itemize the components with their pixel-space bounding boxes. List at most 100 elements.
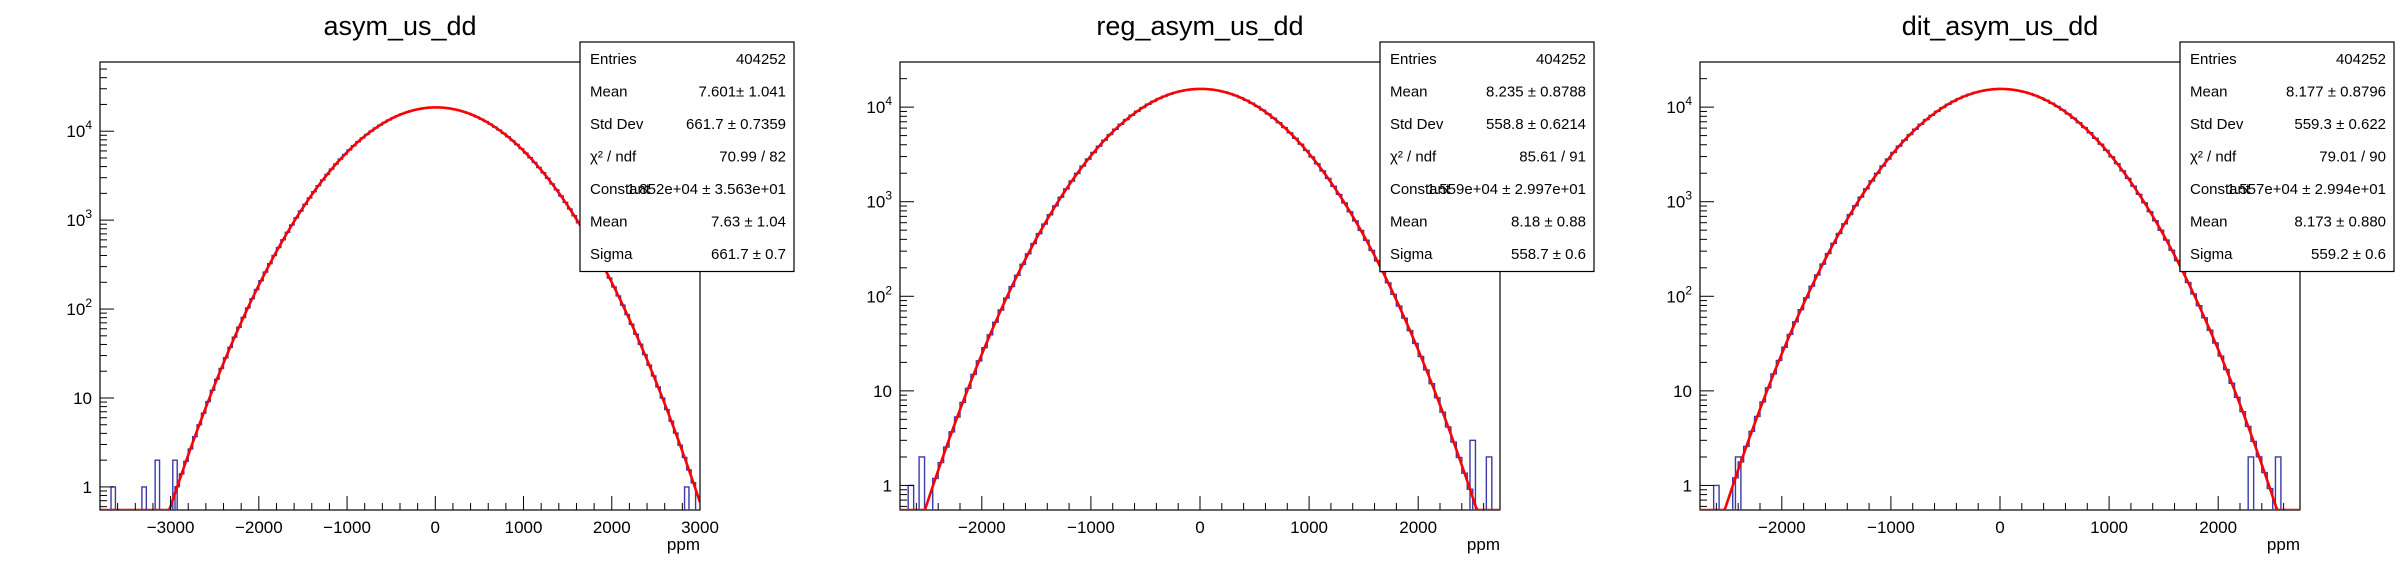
y-tick-base: 10 <box>1666 287 1685 306</box>
stats-label: Std Dev <box>2190 116 2244 133</box>
y-tick-exponent: 3 <box>85 207 92 221</box>
x-tick-label: 1000 <box>2090 518 2128 537</box>
chart-panel: dit_asym_us_dd−2000 −1000 0 1000 2000ppm1101… <box>1666 11 2395 554</box>
stats-label: Entries <box>590 51 637 68</box>
y-tick-base: 10 <box>866 193 885 212</box>
stats-box: Entries 404252 Mean 8.177 ± 0.8796 Std Dev 55… <box>2179 41 2395 273</box>
x-axis-label: ppm <box>2267 535 2300 554</box>
stats-value: 8.177 ± 0.8796 <box>2286 84 2386 101</box>
y-tick-base: 10 <box>66 211 85 230</box>
histogram-tail-bin <box>2247 456 2255 510</box>
stats-value: 79.01 / 90 <box>2319 149 2386 166</box>
x-tick-label: 0 <box>431 518 440 537</box>
y-tick-base: 1 <box>1683 476 1692 495</box>
stats-label: χ² / ndf <box>1390 149 1437 166</box>
y-tick-label: 102 <box>66 296 92 319</box>
y-tick-exponent: 4 <box>1685 94 1692 108</box>
stats-box-frame <box>1379 41 1595 273</box>
histogram-tail-bin <box>1734 456 1742 510</box>
stats-value: 70.99 / 82 <box>719 149 786 166</box>
y-tick-base: 10 <box>73 389 92 408</box>
y-tick-exponent: 3 <box>885 189 892 203</box>
stats-value: 1.559e+04 ± 2.997e+01 <box>1427 181 1586 198</box>
stats-value: 559.3 ± 0.622 <box>2294 116 2386 133</box>
y-tick-exponent: 2 <box>1685 283 1692 297</box>
stats-value: 404252 <box>1536 51 1586 68</box>
histogram-tail-bin <box>1712 484 1720 510</box>
stats-label: Mean <box>590 84 628 101</box>
y-tick-base: 1 <box>83 478 92 497</box>
x-tick-label: −3000 <box>147 518 195 537</box>
y-tick-label: 102 <box>866 283 892 306</box>
x-tick-label: −2000 <box>1758 518 1806 537</box>
y-tick-exponent: 4 <box>885 94 892 108</box>
histogram-tail-bin <box>733 487 737 510</box>
x-tick-label: −1000 <box>1867 518 1915 537</box>
y-tick-label: 103 <box>66 207 92 230</box>
x-tick-label: −1000 <box>1067 518 1115 537</box>
histogram-tail-bin <box>154 459 161 510</box>
stats-value: 1.557e+04 ± 2.994e+01 <box>2227 181 2386 198</box>
stats-label: Mean <box>1390 84 1428 101</box>
x-tick-label: 2000 <box>593 518 631 537</box>
histogram-tail-bin <box>683 486 690 510</box>
y-tick-base: 1 <box>883 476 892 495</box>
histogram-tail-bin <box>907 484 915 510</box>
y-tick-exponent: 2 <box>85 296 92 310</box>
y-tick-base: 10 <box>1666 193 1685 212</box>
y-tick-label: 1 <box>83 478 92 497</box>
y-tick-label: 104 <box>66 118 92 141</box>
stats-label: Constant <box>590 181 651 198</box>
stats-label: Sigma <box>1390 246 1433 263</box>
stats-label: Constant <box>2190 181 2251 198</box>
y-tick-base: 10 <box>866 98 885 117</box>
y-tick-base: 10 <box>1673 382 1692 401</box>
y-tick-exponent: 3 <box>1685 189 1692 203</box>
y-tick-label: 1 <box>883 476 892 495</box>
histogram-tail-bin <box>918 456 926 510</box>
x-tick-label: 0 <box>1195 518 1204 537</box>
y-tick-base: 10 <box>1666 98 1685 117</box>
stats-label: χ² / ndf <box>2190 149 2237 166</box>
stats-box-frame <box>2179 41 2395 273</box>
stats-label: Sigma <box>2190 246 2233 263</box>
x-tick-label: 2000 <box>1399 518 1437 537</box>
stats-value: 8.235 ± 0.8788 <box>1486 84 1586 101</box>
y-tick-label: 104 <box>1666 94 1692 117</box>
stats-box: Entries 404252 Mean 8.235 ± 0.8788 Std Dev 55… <box>1379 41 1595 273</box>
stats-value: 404252 <box>736 51 786 68</box>
x-axis-label: ppm <box>1467 535 1500 554</box>
stats-label: Mean <box>590 214 628 231</box>
y-tick-label: 103 <box>1666 189 1692 212</box>
histogram-tail-bin <box>702 487 706 510</box>
histogram-tail-bin <box>720 487 724 510</box>
histogram-tail-bin <box>141 486 148 510</box>
stats-label: Constant <box>1390 181 1451 198</box>
stats-value: 7.601± 1.041 <box>699 84 786 101</box>
chart-title: asym_us_dd <box>323 11 476 41</box>
x-tick-label: 1000 <box>505 518 543 537</box>
y-tick-base: 10 <box>66 122 85 141</box>
gaussian-fit-curve <box>900 87 1500 510</box>
stats-box-frame <box>579 41 795 273</box>
chart-panel: asym_us_dd −3000 −2000 −1000 0 1000 2000 3000pp… <box>66 11 795 554</box>
stats-value: 85.61 / 91 <box>1519 149 1586 166</box>
stats-label: Mean <box>1390 214 1428 231</box>
stats-value: 8.173 ± 0.880 <box>2294 214 2386 231</box>
stats-value: 661.7 ± 0.7359 <box>686 116 786 133</box>
x-axis-label: ppm <box>667 535 700 554</box>
stats-label: Mean <box>2190 214 2228 231</box>
stats-value: 404252 <box>2336 51 2386 68</box>
gaussian-fit-curve <box>1700 87 2300 510</box>
y-tick-base: 10 <box>66 300 85 319</box>
stats-label: Sigma <box>590 246 633 263</box>
y-tick-exponent: 4 <box>85 118 92 132</box>
chart-panel: reg_asym_us_dd−2000 −1000 0 1000 2000ppm1101… <box>866 11 1595 554</box>
y-tick-label: 10 <box>873 382 892 401</box>
chart-title: reg_asym_us_dd <box>1096 11 1303 41</box>
stats-value: 558.7 ± 0.6 <box>1511 246 1586 263</box>
y-tick-label: 10 <box>1673 382 1692 401</box>
x-tick-label: 2000 <box>2199 518 2237 537</box>
stats-label: Std Dev <box>590 116 644 133</box>
